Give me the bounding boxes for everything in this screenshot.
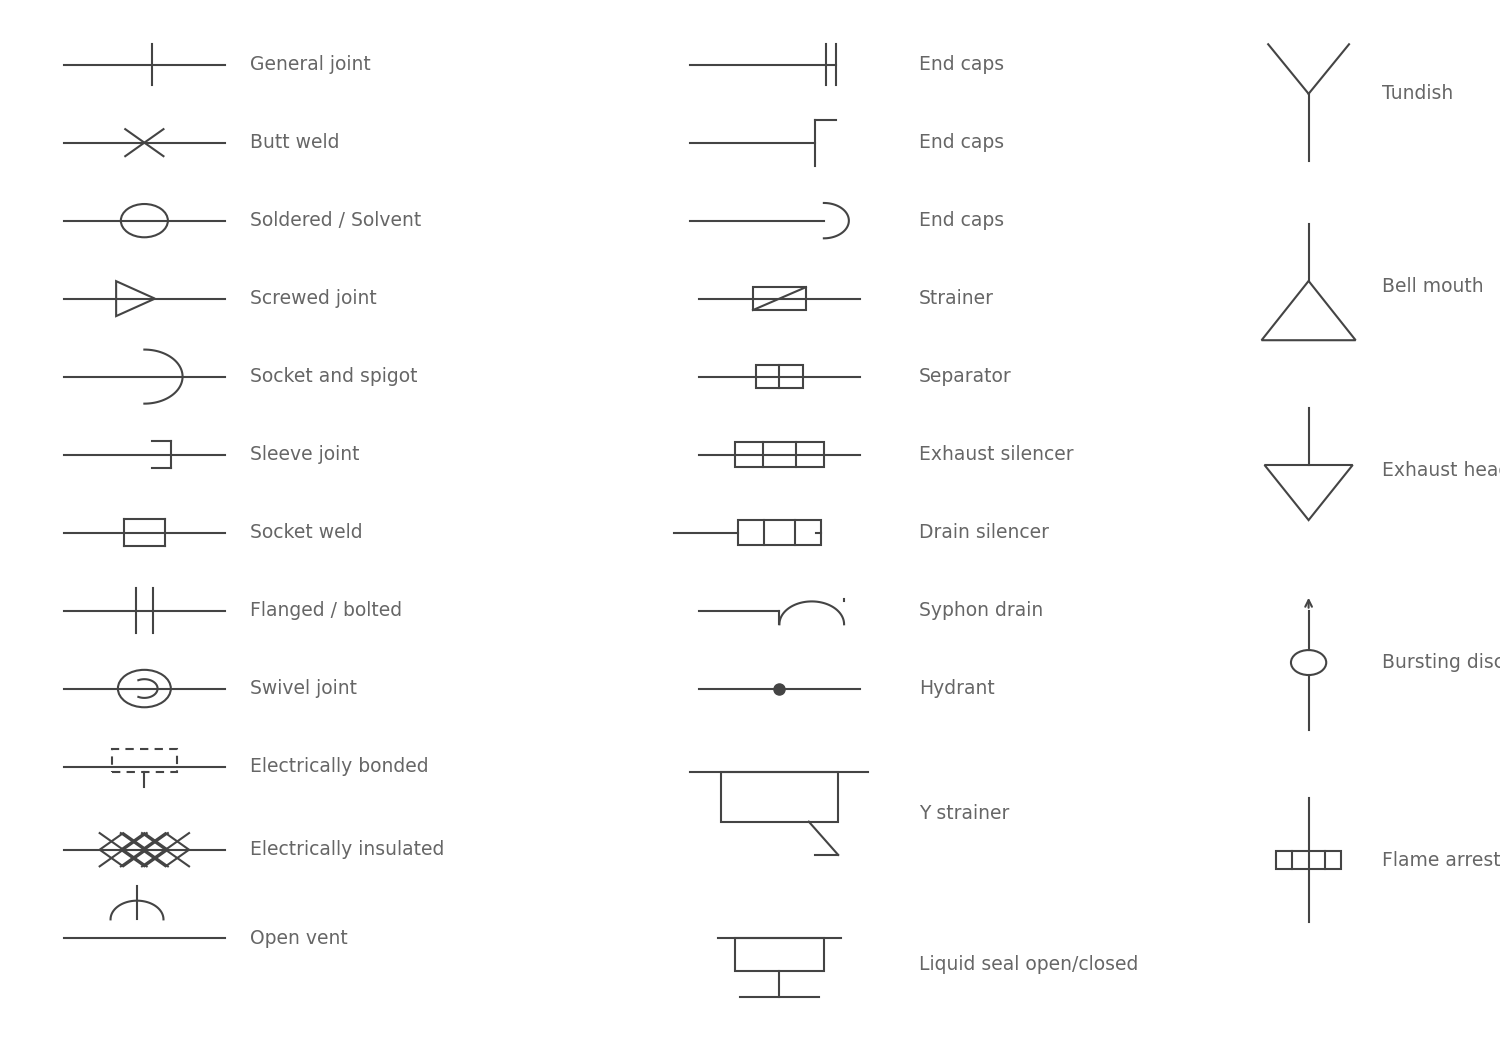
Bar (756, 365, 802, 388)
Text: Exhaust silencer: Exhaust silencer (920, 446, 1074, 464)
Text: Butt weld: Butt weld (251, 134, 339, 152)
Bar (735, 442, 824, 467)
Text: Y strainer: Y strainer (920, 804, 1010, 823)
Text: Electrically insulated: Electrically insulated (251, 840, 444, 859)
Text: Swivel joint: Swivel joint (251, 679, 357, 698)
Text: Electrically bonded: Electrically bonded (251, 758, 429, 776)
Bar (1276, 851, 1341, 869)
Text: Soldered / Solvent: Soldered / Solvent (251, 211, 422, 230)
Bar (753, 288, 806, 310)
Text: Separator: Separator (920, 367, 1013, 386)
Text: Socket and spigot: Socket and spigot (251, 367, 417, 386)
Text: Sleeve joint: Sleeve joint (251, 446, 360, 464)
Text: Flanged / bolted: Flanged / bolted (251, 602, 402, 620)
Text: General joint: General joint (251, 55, 370, 74)
Text: Strainer: Strainer (920, 290, 995, 308)
Text: Exhaust head: Exhaust head (1382, 460, 1500, 480)
Text: Liquid seal open/closed: Liquid seal open/closed (920, 955, 1138, 974)
Text: End caps: End caps (920, 211, 1004, 230)
Bar (720, 771, 839, 821)
Text: Flame arrester: Flame arrester (1382, 851, 1500, 870)
Bar (738, 520, 821, 545)
Text: Drain silencer: Drain silencer (920, 523, 1048, 542)
Text: Open vent: Open vent (251, 928, 348, 947)
Bar (112, 749, 177, 771)
Text: Bursting disc: Bursting disc (1382, 654, 1500, 672)
Text: Bell mouth: Bell mouth (1382, 277, 1484, 296)
Bar (735, 938, 824, 972)
Text: End caps: End caps (920, 134, 1004, 152)
Text: Socket weld: Socket weld (251, 523, 363, 542)
Text: Hydrant: Hydrant (920, 679, 995, 698)
Text: End caps: End caps (920, 55, 1004, 74)
Text: Syphon drain: Syphon drain (920, 602, 1044, 620)
Text: Screwed joint: Screwed joint (251, 290, 376, 308)
Text: Tundish: Tundish (1382, 84, 1454, 103)
